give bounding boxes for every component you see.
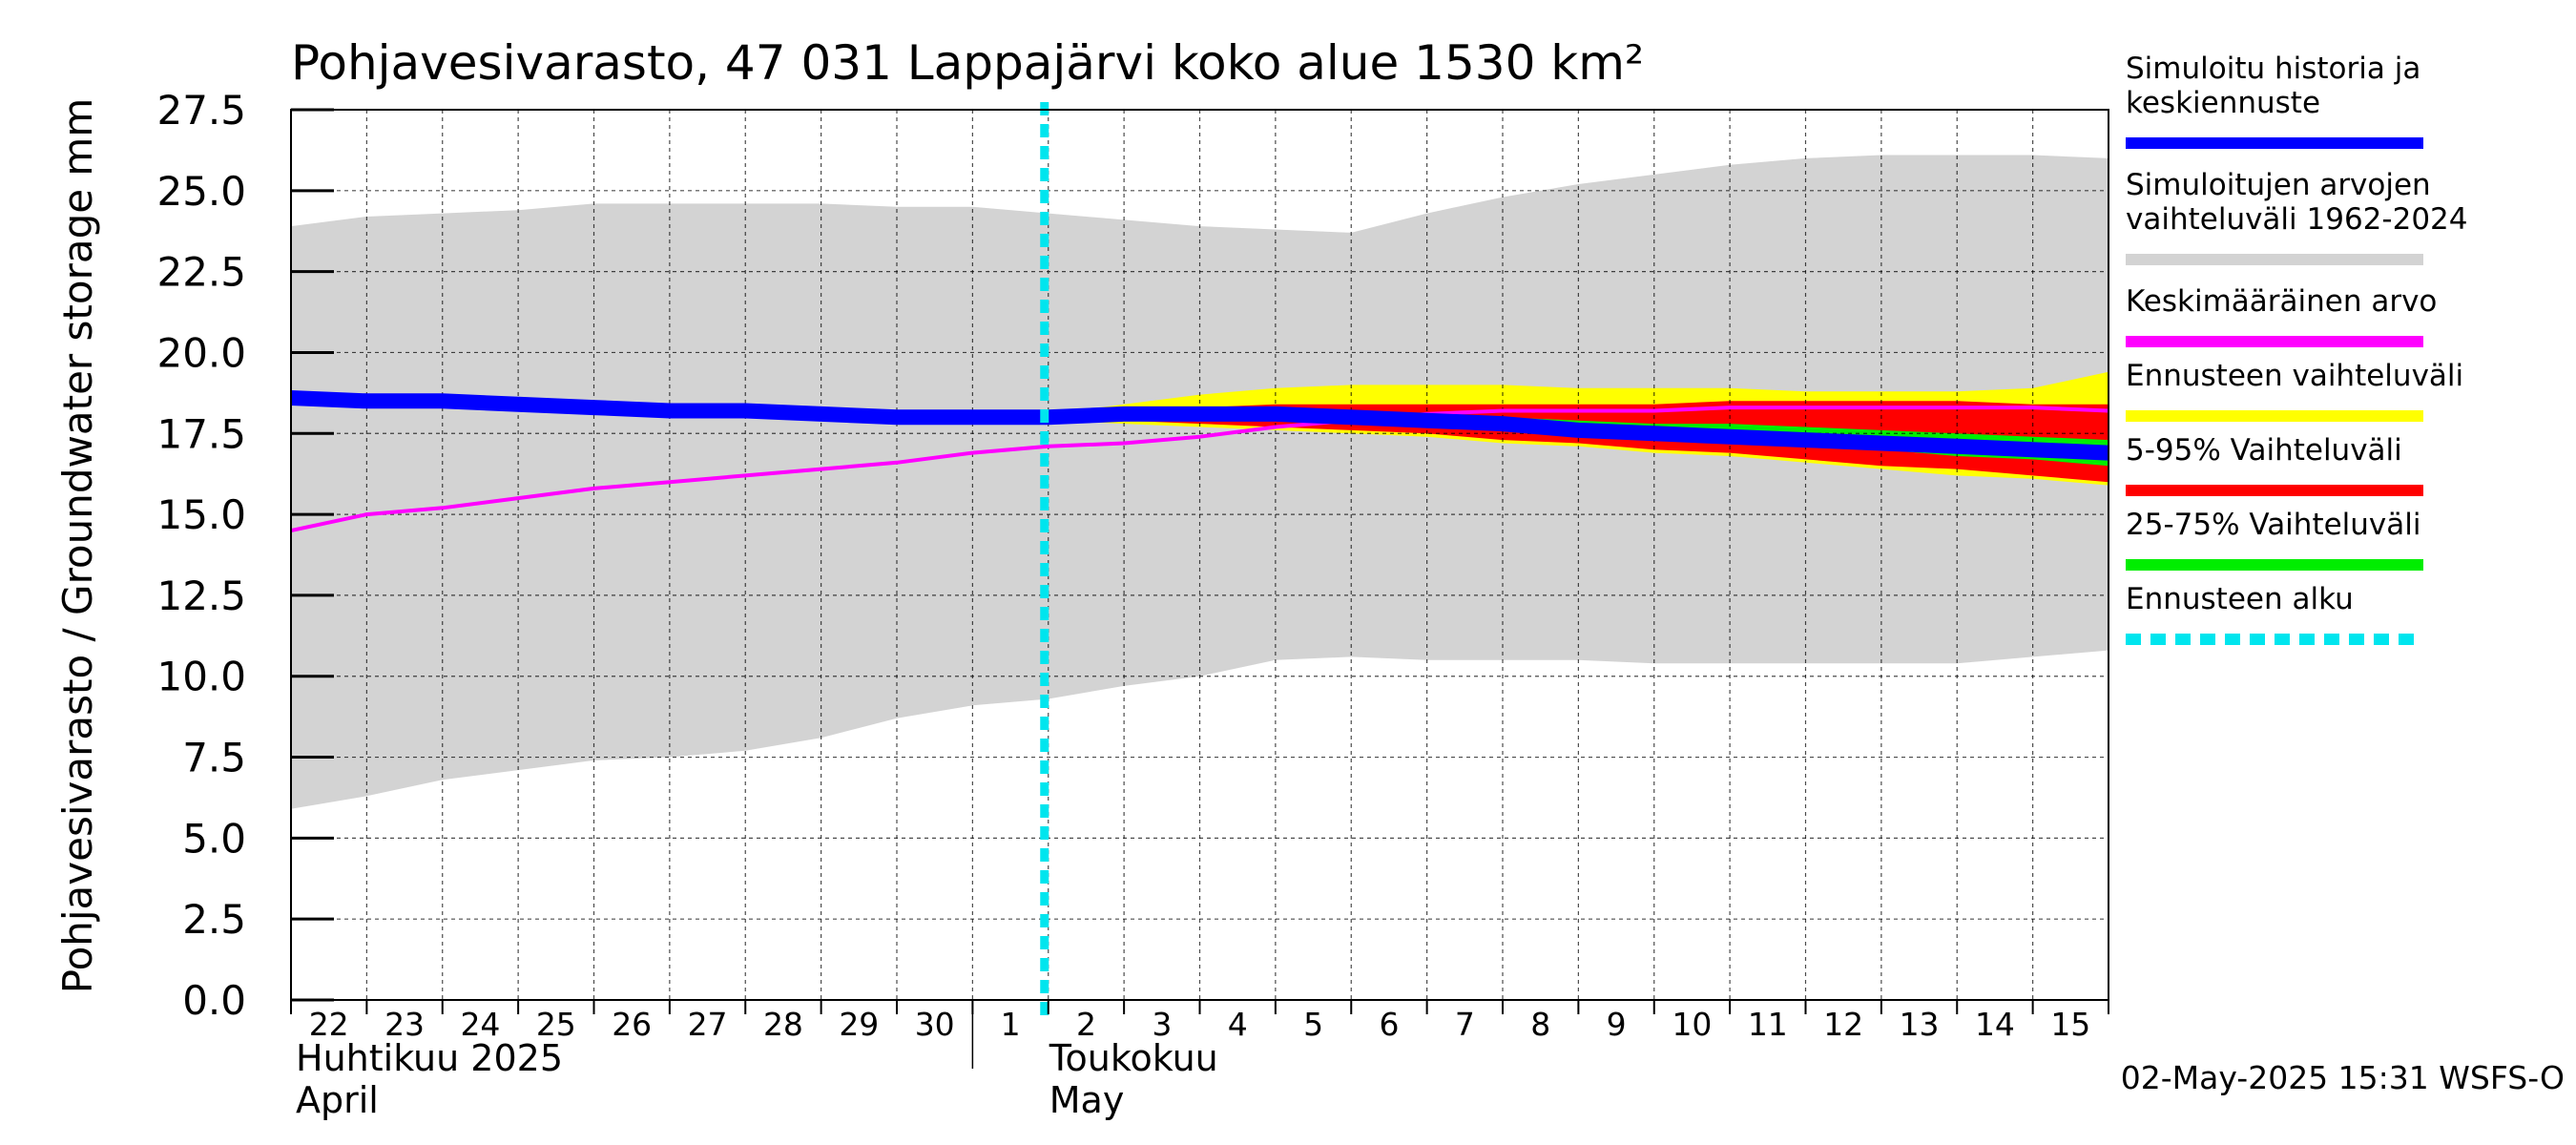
x-tick-label: 28 [763,1006,803,1043]
y-tick-label: 5.0 [182,815,246,862]
series-lines [290,102,2109,1019]
x-tick-label: 9 [1607,1006,1627,1043]
legend-label: vaihteluväli 1962-2024 [2126,202,2467,237]
x-tick-label: 4 [1228,1006,1248,1043]
x-tick-label: 11 [1748,1006,1788,1043]
x-tick-label: 8 [1530,1006,1550,1043]
x-tick-label: 13 [1900,1006,1940,1043]
y-axis-label: Pohjavesivarasto / Groundwater storage m… [54,98,101,994]
x-tick-label: 29 [839,1006,879,1043]
x-tick-label: 26 [612,1006,652,1043]
legend-label: Ennusteen vaihteluväli [2126,359,2463,393]
x-tick-label: 30 [915,1006,955,1043]
month-label-en: May [1049,1079,1125,1121]
x-tick-label: 5 [1303,1006,1323,1043]
y-tick-label: 15.0 [156,491,246,538]
month-label-en: April [296,1079,379,1121]
legend-label: 5-95% Vaihteluväli [2126,433,2402,468]
chart-title: Pohjavesivarasto, 47 031 Lappajärvi koko… [291,35,1644,91]
legend-label: Ennusteen alku [2126,582,2354,616]
legend-label: keskiennuste [2126,86,2320,120]
footer-timestamp: 02-May-2025 15:31 WSFS-O [2121,1059,2565,1096]
x-tick-label: 7 [1455,1006,1475,1043]
x-tick-label: 15 [2050,1006,2090,1043]
y-tick-label: 25.0 [156,168,246,215]
y-tick-label: 0.0 [182,977,246,1024]
legend-label: Simuloitu historia ja [2126,52,2420,86]
x-tick-label: 10 [1672,1006,1712,1043]
legend-label: Simuloitujen arvojen [2126,168,2431,202]
y-tick-label: 10.0 [156,654,246,700]
x-tick-label: 27 [688,1006,728,1043]
y-tick-label: 22.5 [156,249,246,296]
axes: 0.0 2.5 5.0 7.5 10.0 12.5 15.0 17.5 20.0 22.5 25.0… [156,87,2109,1121]
line-series-5 [290,390,2109,461]
x-tick-label: 24 [460,1006,500,1043]
x-tick-label: 1 [1001,1006,1021,1043]
x-tick-label: 6 [1379,1006,1399,1043]
month-label-fi: Huhtikuu 2025 [296,1037,563,1079]
x-tick-label: 3 [1152,1006,1172,1043]
x-tick-label: 25 [536,1006,576,1043]
y-tick-label: 20.0 [156,329,246,376]
x-tick-label: 14 [1975,1006,2015,1043]
y-tick-label: 7.5 [182,735,246,781]
x-tick-label: 23 [384,1006,425,1043]
x-tick-label: 12 [1823,1006,1863,1043]
y-tick-label: 2.5 [182,896,246,943]
y-tick-label: 27.5 [156,87,246,134]
month-label-fi: Toukokuu [1049,1037,1218,1079]
legend-label: 25-75% Vaihteluväli [2126,508,2421,542]
x-tick-label: 22 [309,1006,349,1043]
legend-label: Keskimääräinen arvo [2126,284,2437,319]
y-tick-label: 12.5 [156,572,246,619]
line-series-4 [290,406,2109,533]
x-tick-label: 2 [1076,1006,1096,1043]
y-tick-label: 17.5 [156,410,246,457]
